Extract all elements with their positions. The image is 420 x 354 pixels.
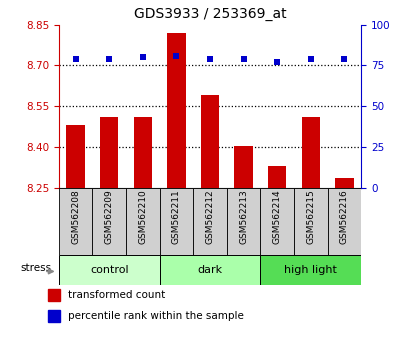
Bar xyxy=(59,255,160,285)
Bar xyxy=(48,289,60,301)
Text: GSM562212: GSM562212 xyxy=(205,189,215,244)
Text: GSM562211: GSM562211 xyxy=(172,189,181,244)
Bar xyxy=(260,188,294,255)
Text: transformed count: transformed count xyxy=(68,290,165,300)
Bar xyxy=(134,117,152,188)
Bar xyxy=(92,188,126,255)
Bar xyxy=(201,95,219,188)
Bar xyxy=(193,188,227,255)
Point xyxy=(307,56,314,62)
Bar xyxy=(160,188,193,255)
Bar xyxy=(335,178,354,188)
Point xyxy=(139,55,146,60)
Point xyxy=(106,56,113,62)
Bar xyxy=(167,33,186,188)
Bar xyxy=(66,125,85,188)
Text: high light: high light xyxy=(284,265,337,275)
Text: GSM562216: GSM562216 xyxy=(340,189,349,244)
Point xyxy=(207,56,213,62)
Bar xyxy=(48,310,60,322)
Text: GSM562208: GSM562208 xyxy=(71,189,80,244)
Bar xyxy=(328,188,361,255)
Point xyxy=(341,56,348,62)
Point xyxy=(274,59,281,65)
Text: GSM562210: GSM562210 xyxy=(138,189,147,244)
Point xyxy=(240,56,247,62)
Text: stress: stress xyxy=(21,263,52,273)
Bar xyxy=(227,188,260,255)
Point xyxy=(173,53,180,58)
Bar xyxy=(160,255,260,285)
Text: control: control xyxy=(90,265,129,275)
Text: GSM562213: GSM562213 xyxy=(239,189,248,244)
Bar xyxy=(100,117,118,188)
Text: GSM562209: GSM562209 xyxy=(105,189,114,244)
Text: dark: dark xyxy=(197,265,223,275)
Point xyxy=(72,56,79,62)
Bar xyxy=(126,188,160,255)
Bar xyxy=(59,188,92,255)
Title: GDS3933 / 253369_at: GDS3933 / 253369_at xyxy=(134,7,286,21)
Bar xyxy=(302,117,320,188)
Text: GSM562215: GSM562215 xyxy=(306,189,315,244)
Bar xyxy=(234,145,253,188)
Text: percentile rank within the sample: percentile rank within the sample xyxy=(68,312,244,321)
Bar xyxy=(260,255,361,285)
Text: GSM562214: GSM562214 xyxy=(273,189,282,244)
Bar xyxy=(294,188,328,255)
Bar xyxy=(268,166,286,188)
